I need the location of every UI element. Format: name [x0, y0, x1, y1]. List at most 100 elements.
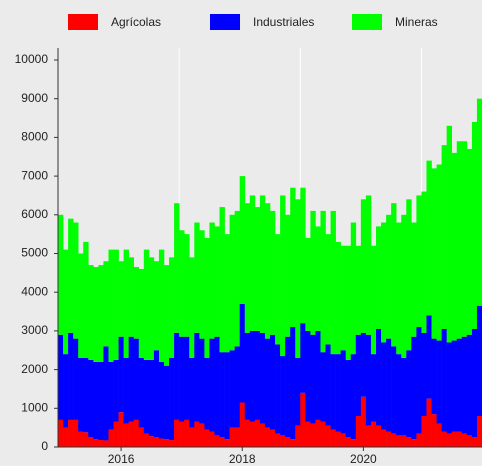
legend-swatch: [210, 14, 240, 30]
bar: [128, 336, 135, 422]
bar: [416, 433, 422, 447]
bar: [98, 265, 104, 362]
bar: [78, 253, 84, 358]
bar: [194, 332, 200, 422]
bar: [471, 328, 478, 438]
bar: [365, 425, 372, 447]
bar: [169, 440, 175, 447]
y-tick-label: 1000: [21, 400, 48, 414]
bar: [169, 357, 175, 441]
bar: [88, 265, 94, 360]
bar: [406, 350, 412, 438]
bar: [259, 423, 266, 447]
bar: [214, 336, 220, 436]
bar: [305, 330, 311, 422]
bar: [174, 332, 180, 420]
bar: [153, 261, 160, 351]
bar: [325, 425, 331, 447]
bar: [239, 402, 246, 447]
bar: [391, 203, 397, 347]
bar: [461, 433, 468, 447]
bar: [396, 435, 402, 447]
bar: [285, 336, 291, 438]
bar: [355, 245, 362, 335]
legend-label: Agrícolas: [111, 15, 161, 29]
bar: [436, 164, 442, 341]
bar: [254, 419, 261, 447]
bar: [401, 357, 407, 436]
bar: [88, 437, 94, 447]
bar: [471, 121, 478, 329]
bar: [103, 346, 109, 441]
bar: [416, 195, 422, 328]
bar: [138, 427, 145, 447]
bar: [88, 359, 94, 438]
bar: [376, 328, 382, 426]
bar: [285, 437, 291, 447]
bar: [128, 421, 135, 447]
bar: [174, 203, 180, 333]
bar: [148, 359, 155, 437]
bar: [275, 433, 281, 447]
y-tick-label: 10000: [15, 52, 49, 66]
bar: [431, 414, 437, 447]
bar: [476, 416, 482, 447]
bar: [441, 431, 447, 447]
bar: [204, 238, 210, 358]
bar: [254, 330, 261, 420]
bar: [310, 423, 316, 447]
bar: [264, 203, 271, 339]
bar: [466, 149, 473, 335]
bar: [164, 365, 170, 440]
bar: [310, 334, 316, 424]
bar: [426, 315, 432, 399]
bar: [295, 199, 301, 358]
bar: [355, 416, 362, 447]
bar: [370, 245, 377, 355]
bar: [330, 210, 336, 355]
bar: [199, 338, 205, 424]
bar: [133, 267, 140, 339]
bar: [219, 207, 225, 353]
bar: [451, 340, 458, 432]
bar: [320, 352, 326, 422]
bar: [179, 230, 185, 337]
bar: [164, 265, 170, 366]
bar: [179, 421, 185, 447]
bar: [204, 429, 210, 447]
bar: [209, 222, 215, 339]
bar: [138, 268, 145, 358]
bar: [93, 439, 99, 447]
bar: [300, 323, 306, 393]
bar: [436, 423, 442, 447]
bar: [280, 435, 286, 447]
bar: [189, 257, 195, 358]
bar: [446, 125, 453, 343]
bar: [184, 336, 190, 420]
bar: [209, 431, 215, 447]
bar: [290, 327, 296, 440]
bar: [330, 429, 336, 447]
bar: [194, 421, 200, 447]
bar: [386, 338, 392, 432]
bar: [244, 332, 251, 420]
bar: [396, 354, 402, 436]
bar: [476, 305, 482, 417]
bar: [355, 334, 362, 417]
bar: [204, 357, 210, 430]
bar: [370, 354, 377, 422]
bar: [98, 361, 104, 441]
bar: [345, 359, 352, 438]
bar: [234, 427, 241, 447]
bar: [436, 340, 442, 424]
bar: [345, 437, 352, 447]
bar: [224, 439, 230, 447]
bar: [406, 437, 412, 447]
bar: [239, 303, 246, 403]
bar: [108, 429, 114, 447]
bar: [239, 176, 246, 304]
bar: [350, 354, 357, 440]
bar: [158, 361, 165, 439]
bar: [310, 210, 316, 335]
bar: [416, 327, 422, 434]
